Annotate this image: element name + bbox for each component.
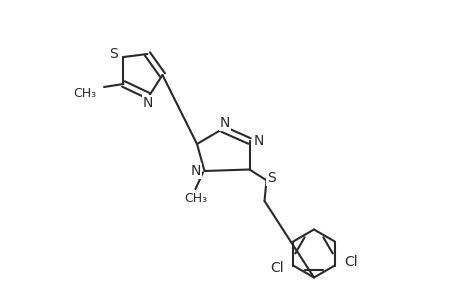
Text: N: N [190,164,201,178]
Text: CH₃: CH₃ [184,191,207,205]
Text: CH₃: CH₃ [73,86,96,100]
Text: S: S [266,172,275,185]
Text: N: N [253,134,263,148]
Text: Cl: Cl [269,262,283,275]
Text: S: S [108,47,117,61]
Text: Cl: Cl [344,256,357,269]
Text: N: N [142,96,152,110]
Text: N: N [219,116,230,130]
